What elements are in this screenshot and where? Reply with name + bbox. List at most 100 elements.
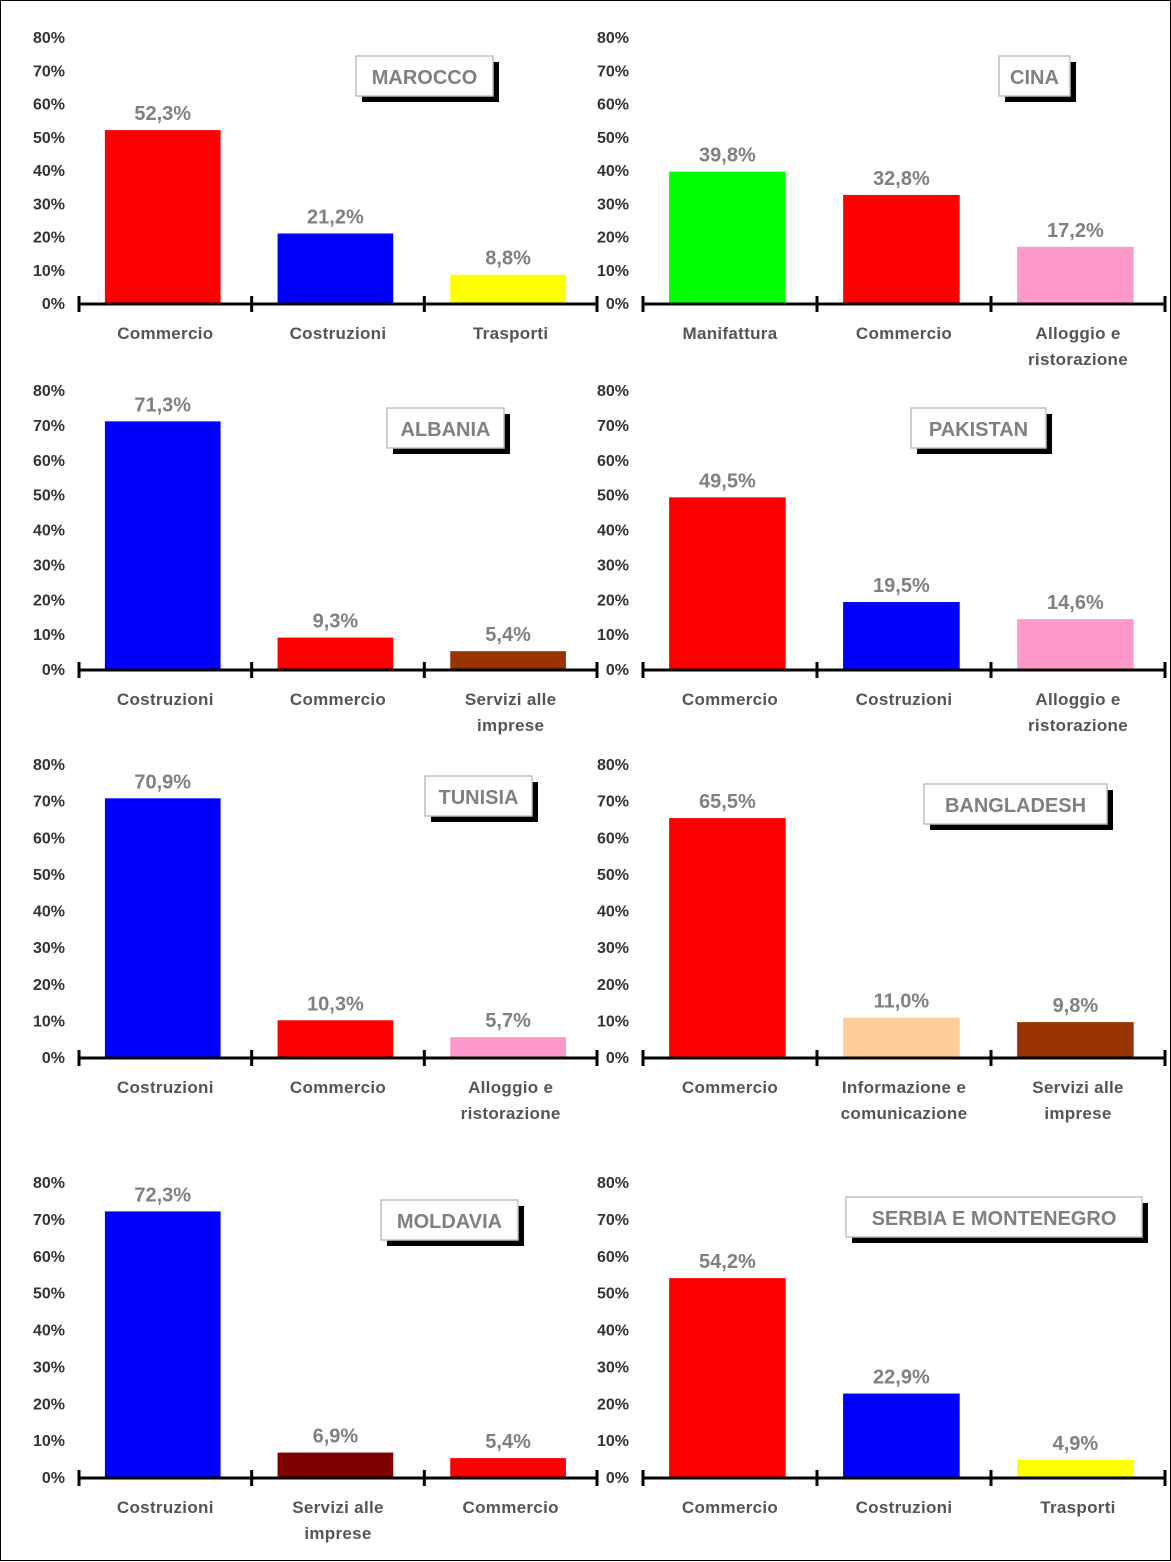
y-tick-label: 30%: [33, 196, 65, 213]
y-tick-label: 20%: [597, 1396, 629, 1413]
y-tick-label: 20%: [597, 230, 629, 247]
bar: [1017, 246, 1134, 304]
bar: [277, 233, 394, 304]
y-tick-label: 30%: [597, 940, 629, 957]
y-tick-label: 30%: [33, 940, 65, 957]
data-label: 5,4%: [485, 1431, 531, 1453]
chart-tunisia: 0% 10% 20% 30% 40% 50% 60% 70% 80% 70,9% Costruzio…: [33, 757, 599, 1123]
y-tick-label: 40%: [597, 904, 629, 921]
x-tick-label: Trasporti: [1040, 1498, 1115, 1517]
data-label: 14,6%: [1047, 592, 1104, 614]
title-box: [910, 407, 1047, 449]
data-label: 6,9%: [313, 1426, 359, 1448]
y-tick-label: 70%: [33, 63, 65, 80]
y-tick-label: 20%: [33, 592, 65, 609]
y-tick-label: 70%: [597, 418, 629, 435]
x-tick-label: Costruzioni: [117, 690, 214, 709]
y-tick-label: 80%: [597, 30, 629, 47]
y-tick-label: 40%: [597, 523, 629, 540]
title-box: [923, 783, 1108, 825]
data-label: 71,3%: [134, 394, 191, 416]
y-tick-label: 20%: [33, 230, 65, 247]
y-tick-label: 70%: [597, 1212, 629, 1229]
y-tick-label: 60%: [597, 97, 629, 114]
y-tick-label: 50%: [597, 130, 629, 147]
x-tick-label: Costruzioni: [117, 1078, 214, 1097]
y-tick-label: 50%: [597, 1286, 629, 1303]
y-tick-label: 80%: [597, 757, 629, 774]
bar: [669, 1278, 786, 1478]
y-tick-label: 20%: [597, 977, 629, 994]
chart-marocco: 0% 10% 20% 30% 40% 50% 60% 70% 80% 52,3% Commercio…: [33, 30, 599, 343]
x-tick-label: Commercio: [117, 324, 213, 343]
x-tick-label: Commercio: [290, 690, 386, 709]
data-label: 19,5%: [873, 575, 930, 597]
title-box: [380, 1199, 519, 1241]
x-tick-label: Commercio: [682, 1078, 778, 1097]
data-label: 72,3%: [134, 1184, 191, 1206]
y-tick-label: 70%: [597, 63, 629, 80]
y-tick-label: 40%: [597, 163, 629, 180]
y-tick-label: 60%: [597, 830, 629, 847]
x-tick-label: Alloggio e: [1035, 690, 1120, 709]
y-tick-label: 40%: [33, 904, 65, 921]
data-label: 11,0%: [874, 991, 930, 1013]
x-tick-label: Commercio: [290, 1078, 386, 1097]
y-tick-label: 30%: [597, 196, 629, 213]
y-tick-label: 60%: [33, 1249, 65, 1266]
data-label: 52,3%: [134, 103, 191, 125]
y-tick-label: 30%: [33, 557, 65, 574]
y-tick-label: 0%: [42, 1050, 65, 1067]
chart-title: ALBANIA: [401, 419, 491, 441]
bar: [277, 1452, 394, 1478]
data-label: 54,2%: [699, 1251, 756, 1273]
y-tick-label: 70%: [33, 1212, 65, 1229]
y-tick-label: 0%: [606, 1050, 629, 1067]
x-tick-label: Informazione e: [842, 1078, 966, 1097]
bar: [450, 1037, 566, 1058]
y-tick-label: 0%: [606, 296, 629, 313]
y-tick-label: 10%: [597, 1433, 629, 1450]
chart-title: SERBIA E MONTENEGRO: [872, 1208, 1117, 1230]
y-tick-label: 30%: [33, 1359, 65, 1376]
y-tick-label: 10%: [33, 1013, 65, 1030]
data-label: 4,9%: [1053, 1433, 1099, 1455]
data-label: 8,8%: [485, 248, 531, 270]
y-tick-label: 40%: [33, 163, 65, 180]
data-label: 5,4%: [485, 624, 531, 646]
chart-title: BANGLADESH: [945, 795, 1086, 817]
data-label: 49,5%: [699, 470, 756, 492]
x-tick-label: Trasporti: [473, 324, 548, 343]
y-tick-label: 0%: [606, 662, 629, 679]
y-tick-label: 20%: [33, 1396, 65, 1413]
y-tick-label: 50%: [33, 130, 65, 147]
data-label: 39,8%: [699, 145, 756, 167]
bar: [1017, 1459, 1134, 1478]
x-tick-label: ristorazione: [461, 1104, 561, 1123]
data-label: 65,5%: [699, 791, 756, 813]
bar: [1017, 1022, 1134, 1058]
y-tick-label: 40%: [33, 523, 65, 540]
chart-pakistan: 0% 10% 20% 30% 40% 50% 60% 70% 80% 49,5% Commercio…: [597, 383, 1167, 735]
chart-title: CINA: [1010, 67, 1059, 89]
bar: [277, 637, 394, 670]
y-tick-label: 20%: [597, 592, 629, 609]
y-tick-label: 0%: [42, 662, 65, 679]
bar: [450, 274, 566, 304]
y-tick-label: 60%: [597, 453, 629, 470]
chart-albania: 0% 10% 20% 30% 40% 50% 60% 70% 80% 71,3% Costruzio…: [33, 383, 599, 735]
x-tick-label: Commercio: [856, 324, 952, 343]
x-tick-label: imprese: [1044, 1104, 1111, 1123]
bar: [669, 497, 786, 670]
x-tick-label: ristorazione: [1028, 716, 1128, 735]
bar: [843, 601, 960, 670]
y-tick-label: 80%: [597, 383, 629, 400]
x-tick-label: imprese: [304, 1524, 371, 1543]
y-tick-label: 50%: [597, 867, 629, 884]
data-label: 70,9%: [134, 771, 191, 793]
bar: [450, 1458, 566, 1478]
title-box: [424, 775, 533, 817]
y-tick-label: 50%: [33, 488, 65, 505]
